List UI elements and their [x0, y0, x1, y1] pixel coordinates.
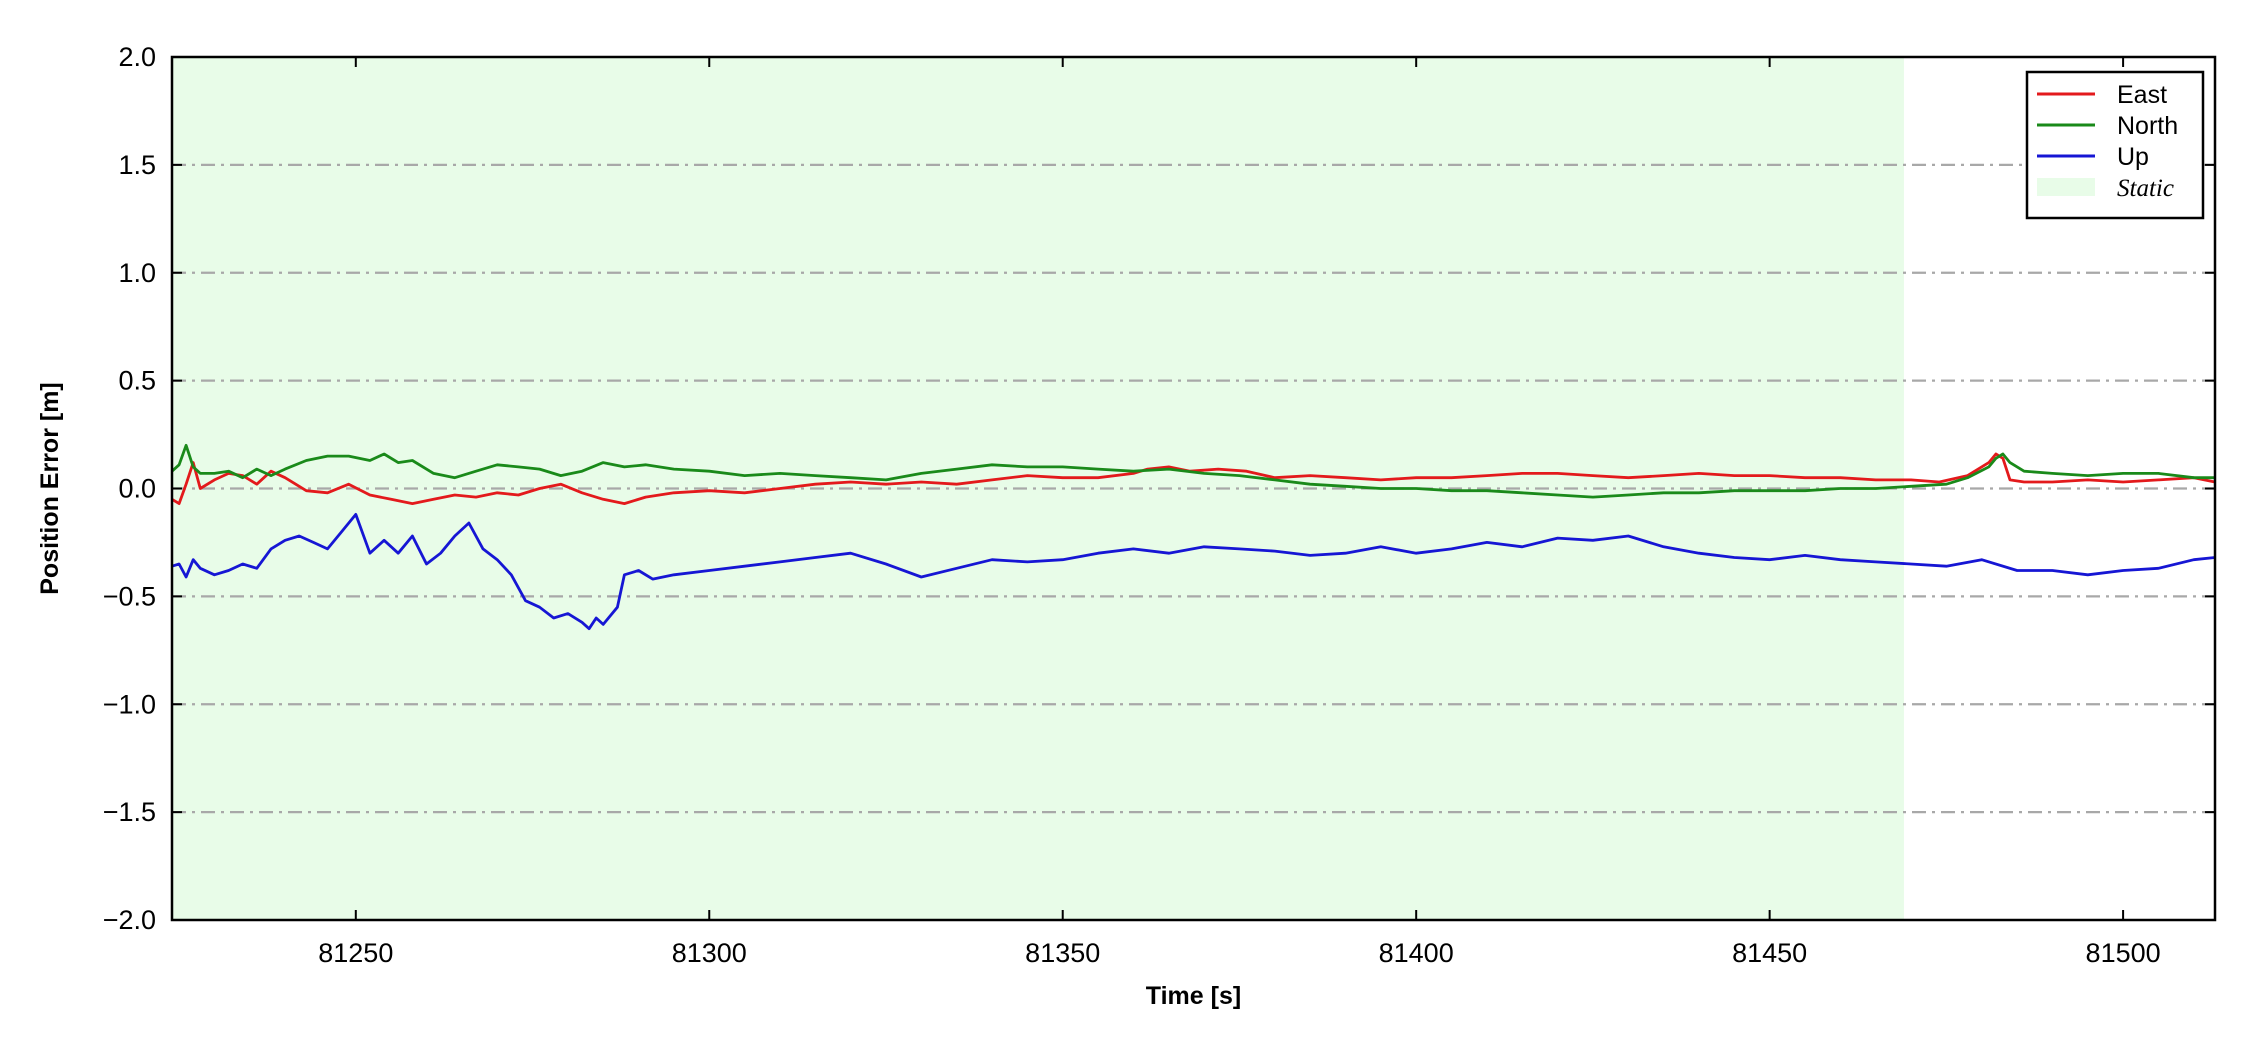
y-tick-label: −2.0: [103, 905, 156, 935]
x-tick-label: 81400: [1379, 938, 1454, 968]
series-line-up: [171, 513, 2216, 631]
y-tick-label: −1.5: [103, 797, 156, 827]
x-tick-label: 81450: [1732, 938, 1807, 968]
y-tick-label: 1.0: [118, 258, 156, 288]
y-tick-label: 2.0: [118, 42, 156, 72]
x-axis-ticks: 81250 81300 81350 81400 81450 81500: [318, 57, 2161, 968]
legend-label-static: Static: [2117, 175, 2174, 202]
legend-swatch-static: [2037, 178, 2095, 196]
legend-label-up: Up: [2117, 143, 2149, 171]
y-tick-label: −1.0: [103, 689, 156, 719]
y-tick-label: 0.0: [118, 474, 156, 504]
horizontal-gridlines: [172, 163, 2215, 814]
legend: East North Up Static: [2025, 70, 2205, 220]
y-tick-label: 1.5: [118, 150, 156, 180]
x-tick-label: 81350: [1025, 938, 1100, 968]
x-axis-title: Time [s]: [1146, 982, 1241, 1010]
series-line-east: [171, 452, 2216, 506]
x-tick-label: 81500: [2086, 938, 2161, 968]
y-axis-title: Position Error [m]: [36, 382, 64, 595]
y-axis-ticks: 2.0 1.5 1.0 0.5 0.0 −0.5 −1.0 −1.5 −2.0: [103, 42, 2215, 935]
legend-label-north: North: [2117, 112, 2178, 140]
x-tick-label: 81300: [672, 938, 747, 968]
series-lines: [171, 443, 2216, 631]
legend-label-east: East: [2117, 81, 2167, 109]
series-line-north: [171, 443, 2215, 499]
y-tick-label: −0.5: [103, 581, 156, 611]
y-tick-label: 0.5: [118, 366, 156, 396]
x-tick-label: 81250: [318, 938, 393, 968]
